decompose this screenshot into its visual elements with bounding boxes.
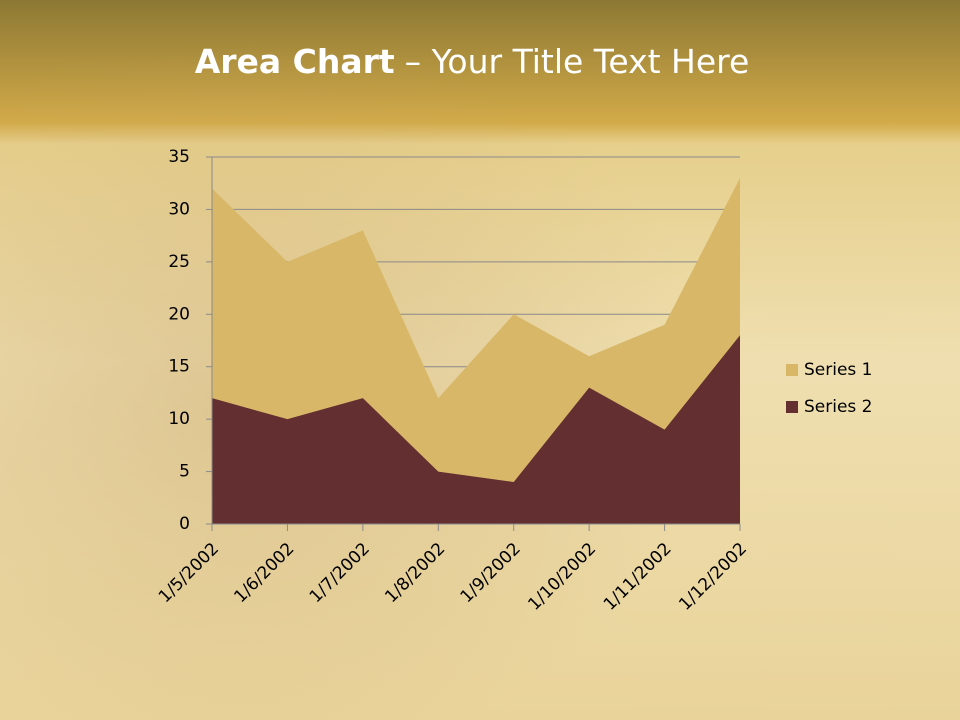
title-text: – Your Title Text Here [405,42,750,81]
y-tick-label: 5 [179,462,190,482]
legend-swatch [786,364,798,376]
y-tick-label: 0 [179,514,190,534]
y-tick-label: 20 [168,304,190,324]
area [212,335,740,524]
legend-label: Series 2 [804,397,873,417]
legend-swatch [786,401,798,413]
legend-label: Series 1 [804,360,873,380]
y-tick-label: 15 [168,357,190,377]
y-tick-label: 30 [168,199,190,219]
slide-title: Area Chart – Your Title Text Here [195,42,750,81]
y-tick-label: 25 [168,252,190,272]
y-tick-label: 10 [168,409,190,429]
title-emphasis: Area Chart [195,42,395,81]
y-tick-label: 35 [168,147,190,167]
